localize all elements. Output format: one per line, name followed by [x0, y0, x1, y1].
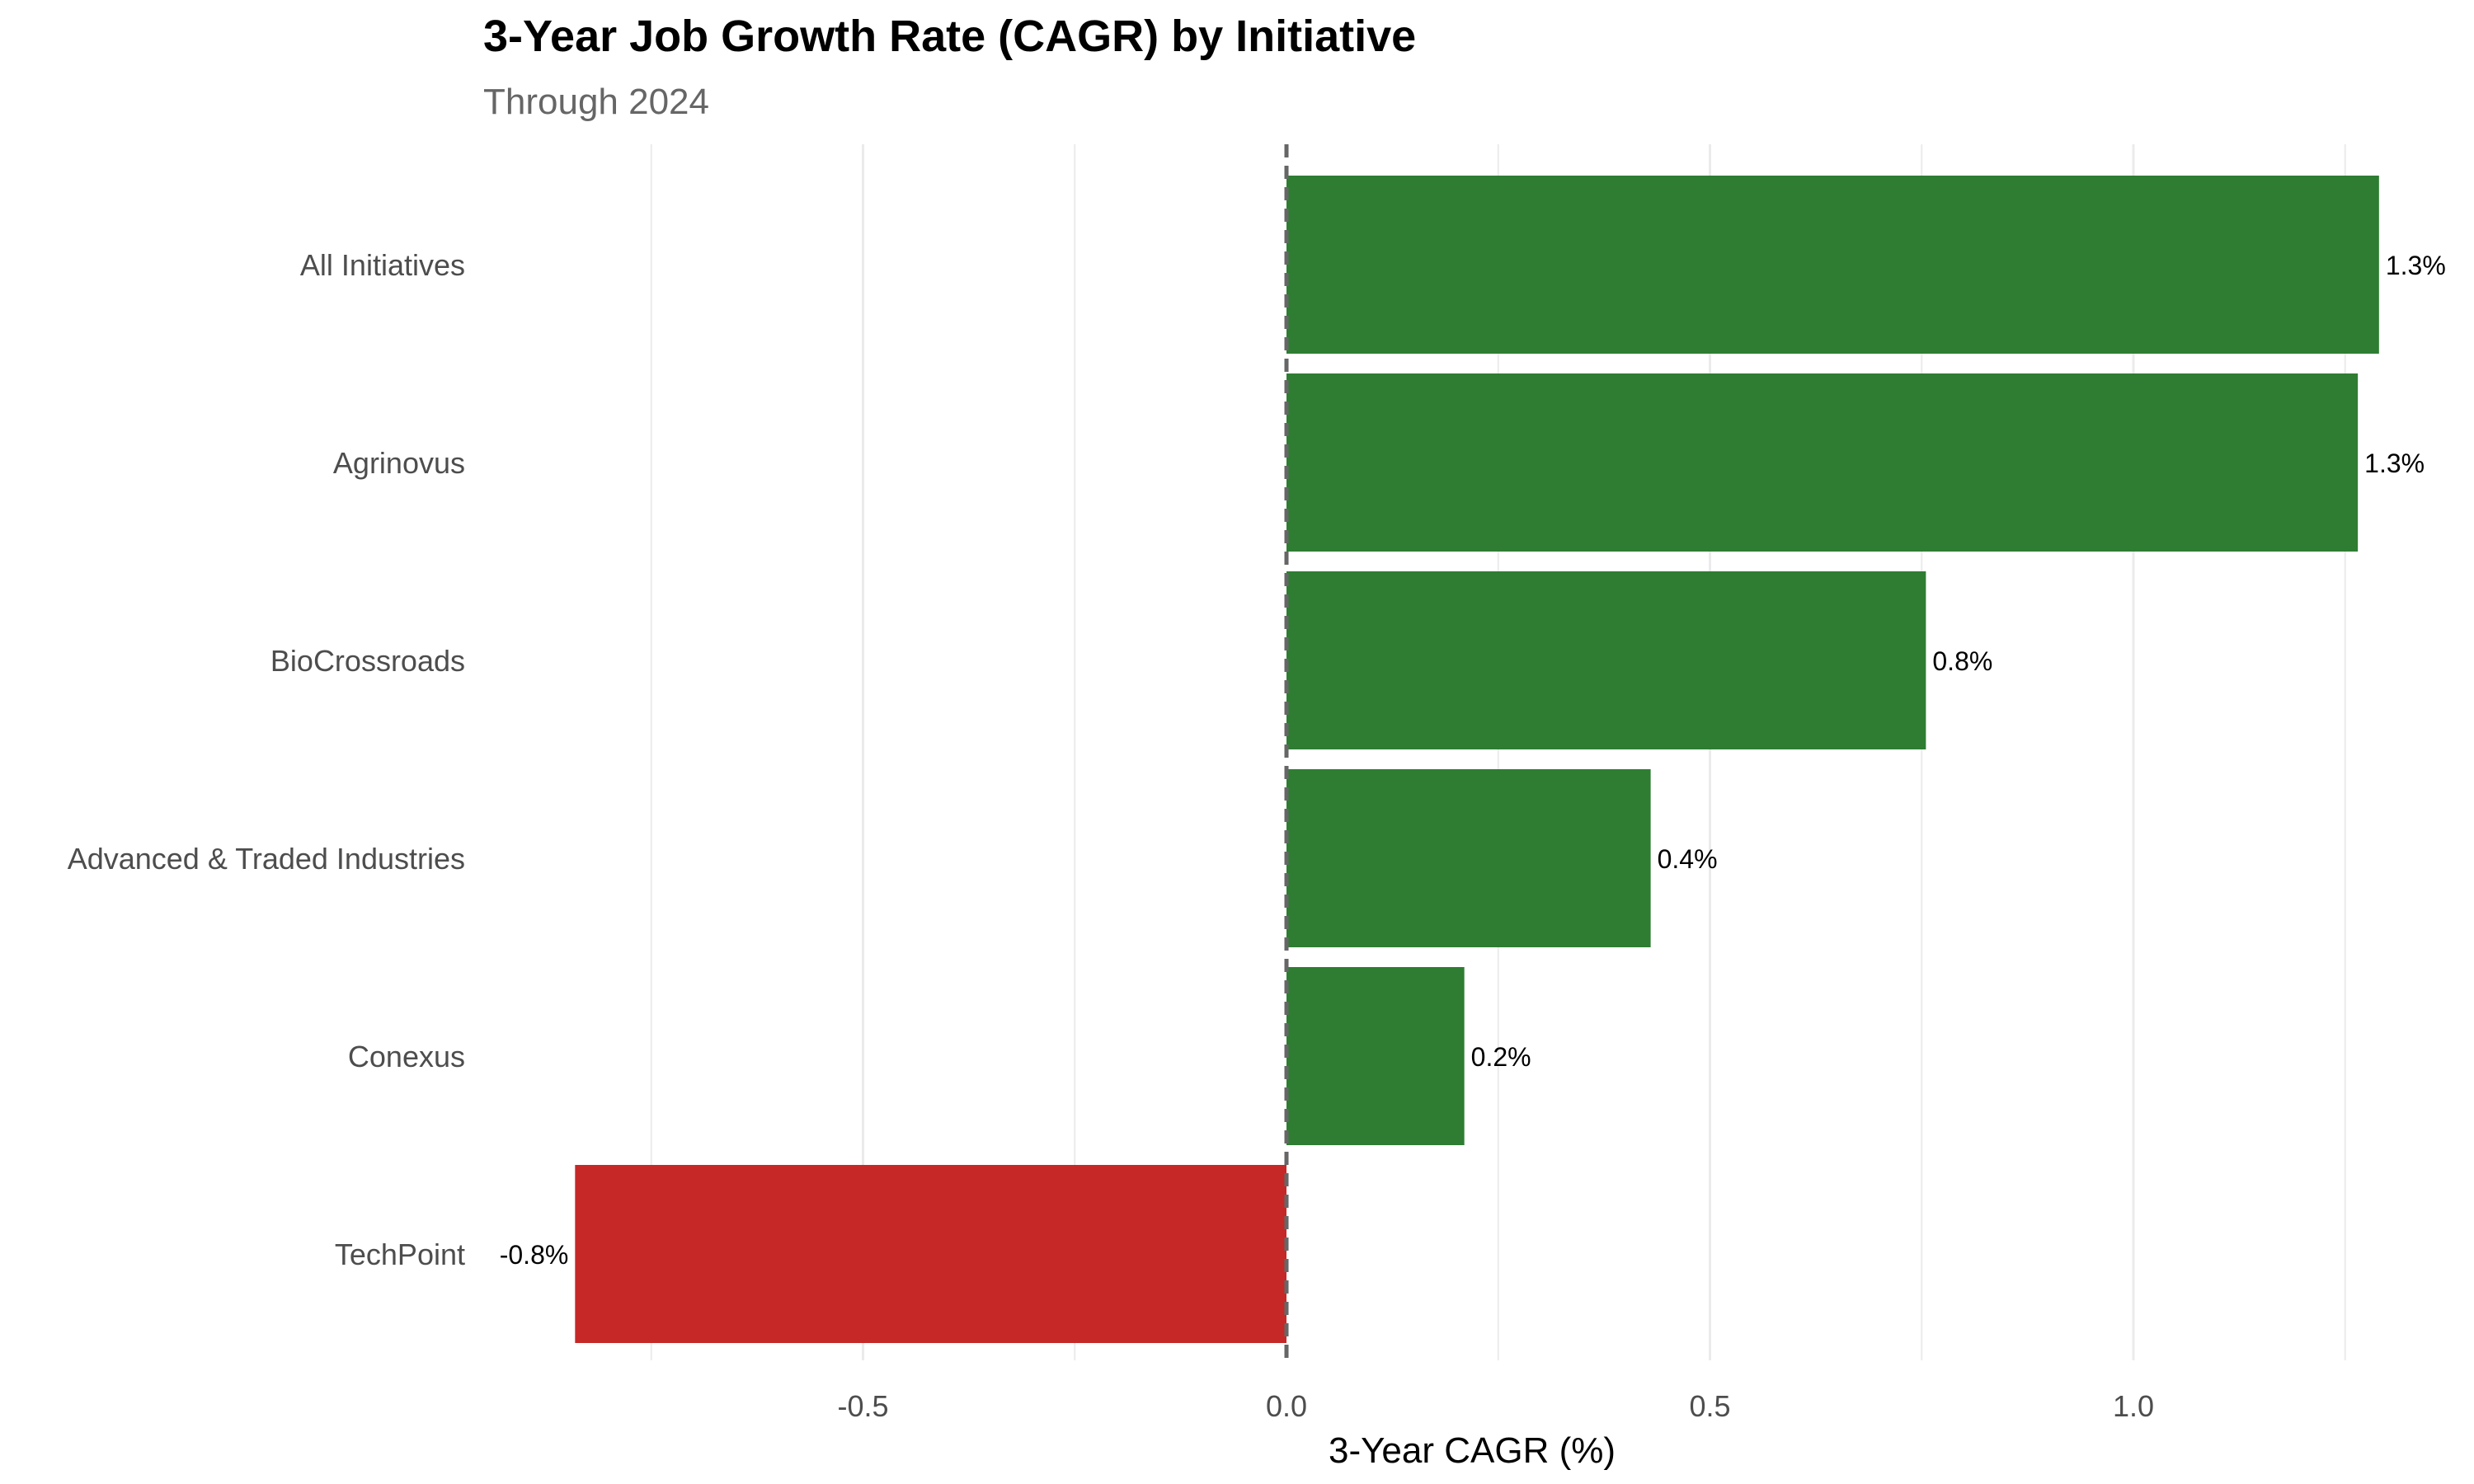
- bar: [1286, 571, 1926, 749]
- bar: [575, 1165, 1286, 1343]
- bar: [1286, 176, 2379, 354]
- label-layer: -0.5 0.0 0.5 1.0 All Initiatives 1.3% Agrinovu…: [68, 248, 2446, 1423]
- data-label: 0.2%: [1471, 1042, 1531, 1072]
- x-tick-label: 0.5: [1689, 1389, 1730, 1423]
- category-label: Conexus: [348, 1040, 465, 1073]
- data-label: -0.8%: [500, 1240, 569, 1270]
- bar: [1286, 373, 2359, 552]
- chart-subtitle: Through 2024: [483, 82, 709, 122]
- data-label: 0.4%: [1658, 844, 1718, 874]
- bar: [1286, 967, 1465, 1145]
- x-tick-label: -0.5: [837, 1389, 888, 1423]
- bar: [1286, 769, 1651, 947]
- category-label: TechPoint: [335, 1237, 465, 1271]
- x-tick-label: 1.0: [2113, 1389, 2154, 1423]
- category-label: Agrinovus: [333, 446, 465, 480]
- x-tick-label: 0.0: [1266, 1389, 1307, 1423]
- chart-title: 3-Year Job Growth Rate (CAGR) by Initiat…: [483, 12, 1416, 61]
- x-axis-title: 3-Year CAGR (%): [1329, 1430, 1616, 1471]
- category-label: BioCrossroads: [270, 644, 465, 678]
- data-label: 0.8%: [1932, 646, 1992, 676]
- data-label: 1.3%: [2364, 448, 2425, 478]
- category-label: All Initiatives: [300, 248, 465, 282]
- bar-layer: [575, 176, 2379, 1343]
- data-label: 1.3%: [2386, 251, 2446, 280]
- category-label: Advanced & Traded Industries: [68, 842, 465, 876]
